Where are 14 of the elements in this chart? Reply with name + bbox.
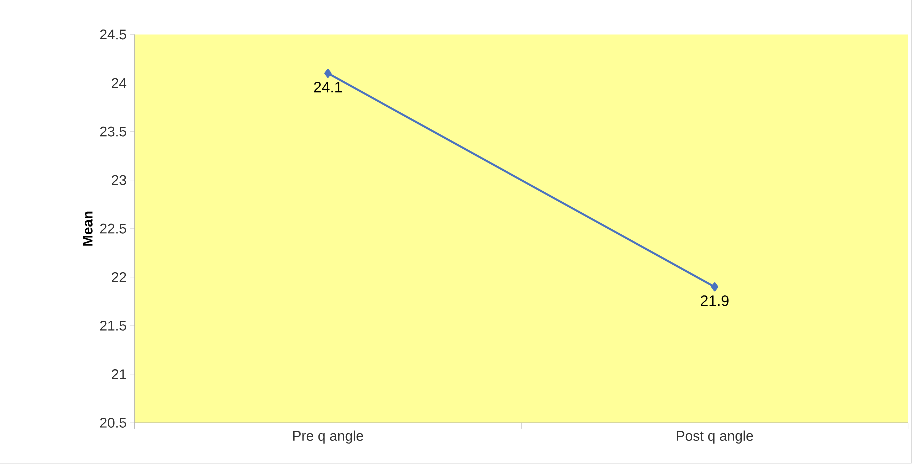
y-tick-label: 22 xyxy=(112,272,126,282)
y-tick-label: 21 xyxy=(112,370,126,380)
y-tick-label: 24 xyxy=(112,78,127,88)
y-tick-label: 23 xyxy=(112,175,126,186)
data-label: 21.9 xyxy=(701,296,729,306)
y-tick-label: 22.5 xyxy=(100,224,126,234)
y-tick-label: 20.5 xyxy=(100,418,126,428)
y-tick-label: 23.5 xyxy=(100,126,126,137)
data-label: 24.1 xyxy=(314,82,342,93)
x-tick-label: Pre q angle xyxy=(293,430,364,444)
y-tick-label: 21.5 xyxy=(100,321,126,332)
x-tick-label: Post q angle xyxy=(677,430,754,444)
y-axis-title: Mean xyxy=(83,212,93,246)
y-tick-label: 24.5 xyxy=(100,30,126,40)
